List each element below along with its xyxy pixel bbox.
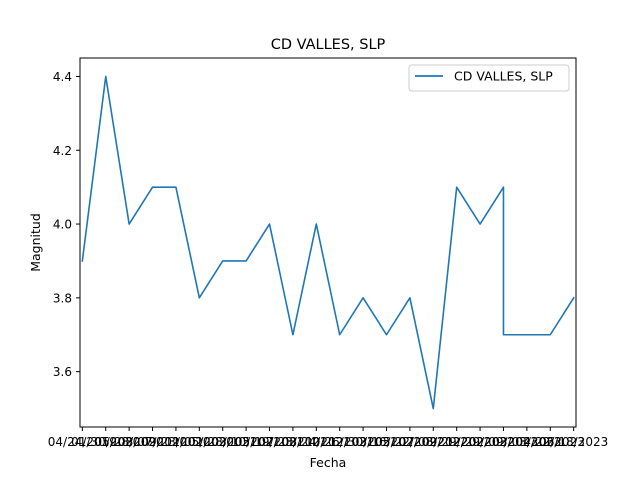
legend-box [408,64,570,92]
x-axis-label: Fecha [310,455,347,470]
x-tick-label: 01/28/2021 [188,435,257,449]
x-tick-label: 03/03/2023 [492,435,561,449]
x-tick-label: 05/28/2020 [95,435,164,449]
x-tick-label: 05/22/2022 [375,435,444,449]
x-tick-label: 01/30/2020 [71,435,140,449]
x-tick-label: 07/23/2021 [258,435,327,449]
y-tick-label: 3.6 [53,365,72,379]
x-tick-label: 02/09/2023 [469,435,538,449]
x-tick-label: 03/16/2022 [352,435,421,449]
x-tick-label: 07/08/2022 [399,435,468,449]
y-tick-label: 4.2 [53,144,72,158]
y-tick-label: 4.0 [53,218,72,232]
x-tick-label: 09/23/2020 [141,435,210,449]
chart-title: CD VALLES, SLP [271,37,386,53]
x-tick-label: 12/29/2022 [445,435,514,449]
x-tick-label: 06/18/2023 [539,435,608,449]
legend: CD VALLES, SLP [408,64,570,92]
x-tick-label: 11/05/2020 [165,435,234,449]
x-tick-label: 05/19/2021 [235,435,304,449]
y-tick-label: 4.4 [53,70,72,84]
x-tick-label: 08/07/2020 [118,435,187,449]
legend-label: CD VALLES, SLP [454,69,553,84]
y-axis-label: Magnitud [28,213,43,272]
x-tick-label: 04/24/2019 [48,435,117,449]
series-layer [81,75,575,410]
x-tick-label: 08/24/2021 [282,435,351,449]
x-axis: 04/24/201901/30/202005/28/202008/07/2020… [48,427,608,449]
x-tick-label: 10/26/2021 [305,435,374,449]
y-tick-label: 3.8 [53,291,72,305]
x-tick-label: 09/29/2022 [422,435,491,449]
series-line [81,75,575,410]
plot-area-frame [79,57,577,428]
x-tick-label: 12/30/2021 [329,435,398,449]
y-axis: 3.6 3.8 4.0 4.2 4.4 [53,70,80,379]
x-tick-label: 03/10/2021 [212,435,281,449]
x-tick-label: 04/22/2023 [516,435,585,449]
